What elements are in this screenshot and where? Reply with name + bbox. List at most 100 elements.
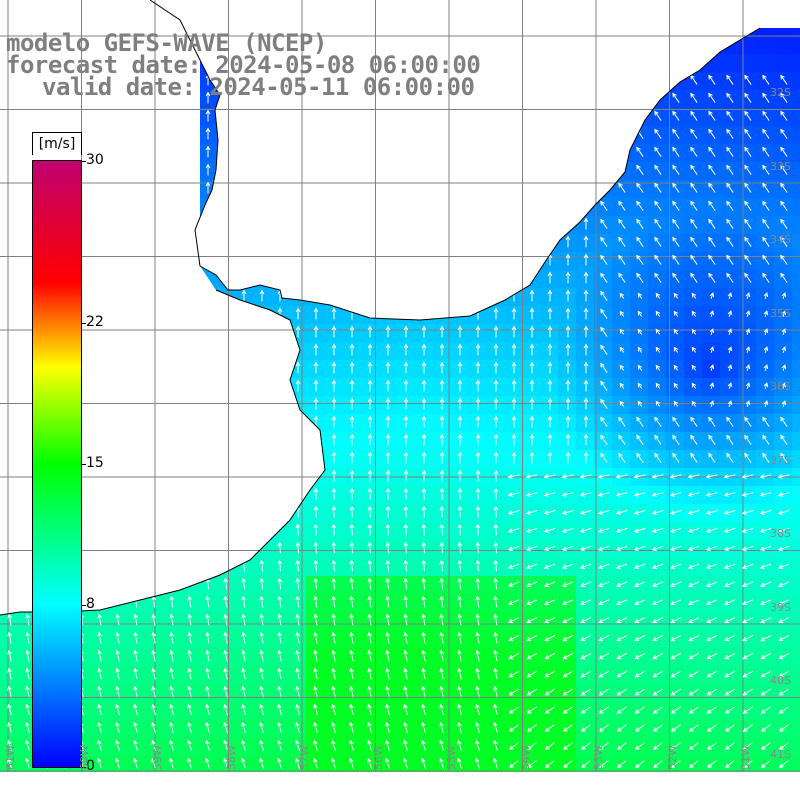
wind-arrow xyxy=(313,685,318,698)
wind-speed-cell xyxy=(666,198,684,216)
coastline-west xyxy=(0,289,326,616)
wind-arrow xyxy=(169,631,174,644)
wind-speed-cell xyxy=(270,666,288,684)
wind-arrow xyxy=(619,328,625,335)
wind-arrow xyxy=(762,236,770,247)
wind-arrow xyxy=(115,721,121,734)
wind-arrow xyxy=(688,617,700,624)
longitude-label: 55W xyxy=(445,745,458,770)
wind-arrow xyxy=(439,397,445,410)
wind-arrow xyxy=(670,760,681,769)
wind-speed-cell xyxy=(540,270,558,288)
wind-speed-cell xyxy=(0,630,18,648)
wind-arrow xyxy=(744,146,752,157)
wind-arrow xyxy=(526,742,537,751)
wind-arrow xyxy=(583,325,589,338)
wind-speed-cell xyxy=(612,198,630,216)
wind-arrow xyxy=(723,563,736,569)
wind-speed-cell xyxy=(306,702,324,720)
latitude-label: 41S xyxy=(770,747,791,761)
wind-speed-cell xyxy=(756,576,774,594)
wind-speed-cell xyxy=(162,738,180,756)
wind-arrow xyxy=(579,492,592,497)
wind-arrow xyxy=(205,127,211,140)
coastline-north xyxy=(199,27,761,321)
wind-speed-cell xyxy=(720,450,738,468)
wind-speed-cell xyxy=(504,432,522,450)
wind-speed-cell xyxy=(270,558,288,576)
wind-arrow xyxy=(760,688,771,696)
wind-arrow xyxy=(580,617,592,624)
wind-speed-cell xyxy=(252,756,270,774)
wind-arrow xyxy=(760,599,772,606)
wind-arrow xyxy=(403,505,409,518)
wind-speed-cell xyxy=(342,486,360,504)
wind-arrow xyxy=(421,613,426,626)
wind-arrow xyxy=(7,685,12,698)
wind-speed-cell xyxy=(522,396,540,414)
wind-speed-cell xyxy=(414,738,432,756)
wind-arrow xyxy=(457,541,463,554)
wind-speed-cell xyxy=(342,594,360,612)
wind-arrow xyxy=(634,652,646,660)
wind-arrow xyxy=(385,325,391,338)
wind-speed-cell xyxy=(720,486,738,504)
wind-arrow xyxy=(654,254,662,265)
wind-arrow xyxy=(475,595,481,608)
wind-speed-cell xyxy=(324,450,342,468)
wind-arrow xyxy=(723,527,736,533)
wind-arrow xyxy=(367,649,372,662)
wind-speed-cell xyxy=(774,432,792,450)
wind-arrow xyxy=(421,469,427,482)
wind-arrow xyxy=(115,667,120,680)
wind-speed-cell xyxy=(702,522,720,540)
wind-arrow xyxy=(727,400,733,408)
wind-arrow xyxy=(651,581,664,588)
wind-arrow xyxy=(331,595,337,608)
wind-speed-cell xyxy=(558,306,576,324)
wind-arrow xyxy=(547,451,553,464)
wind-arrow xyxy=(724,635,736,642)
wind-arrow xyxy=(708,218,716,229)
wind-arrow xyxy=(741,581,754,588)
wind-speed-cell xyxy=(216,756,234,774)
wind-arrow xyxy=(543,510,556,515)
wind-arrow xyxy=(598,670,609,678)
wind-arrow xyxy=(439,595,445,608)
wind-speed-cell xyxy=(306,576,324,594)
wind-arrow xyxy=(169,649,174,662)
wind-speed-cell xyxy=(270,576,288,594)
wind-arrow xyxy=(543,527,556,533)
wind-speed-cell xyxy=(756,216,774,234)
wind-arrow xyxy=(760,724,771,732)
wind-arrow xyxy=(618,182,626,193)
wind-arrow xyxy=(169,757,175,770)
wind-arrow xyxy=(780,416,788,427)
wind-arrow xyxy=(349,415,355,428)
wind-speed-cell xyxy=(648,270,666,288)
wind-speed-cell xyxy=(252,594,270,612)
wind-speed-cell xyxy=(468,540,486,558)
wind-arrow xyxy=(493,541,499,554)
wind-speed-cell xyxy=(648,180,666,198)
wind-arrow xyxy=(654,146,662,157)
wind-speed-cell xyxy=(342,342,360,360)
wind-arrow xyxy=(673,310,679,317)
wind-arrow xyxy=(313,487,319,500)
wind-speed-cell xyxy=(432,342,450,360)
wind-speed-cell xyxy=(432,738,450,756)
wind-arrow xyxy=(708,416,716,427)
wind-speed-cell xyxy=(630,162,648,180)
wind-arrow xyxy=(169,739,175,752)
wind-speed-cell xyxy=(558,270,576,288)
wind-speed-cell xyxy=(540,522,558,540)
wind-speed-cell xyxy=(540,414,558,432)
wind-arrow xyxy=(598,724,609,732)
wind-arrow xyxy=(708,74,716,85)
wind-arrow xyxy=(151,703,156,716)
wind-speed-cell xyxy=(432,360,450,378)
wind-arrow xyxy=(493,397,499,410)
wind-speed-cell xyxy=(792,252,800,270)
wind-arrow xyxy=(403,613,408,626)
wind-arrow xyxy=(561,492,574,497)
